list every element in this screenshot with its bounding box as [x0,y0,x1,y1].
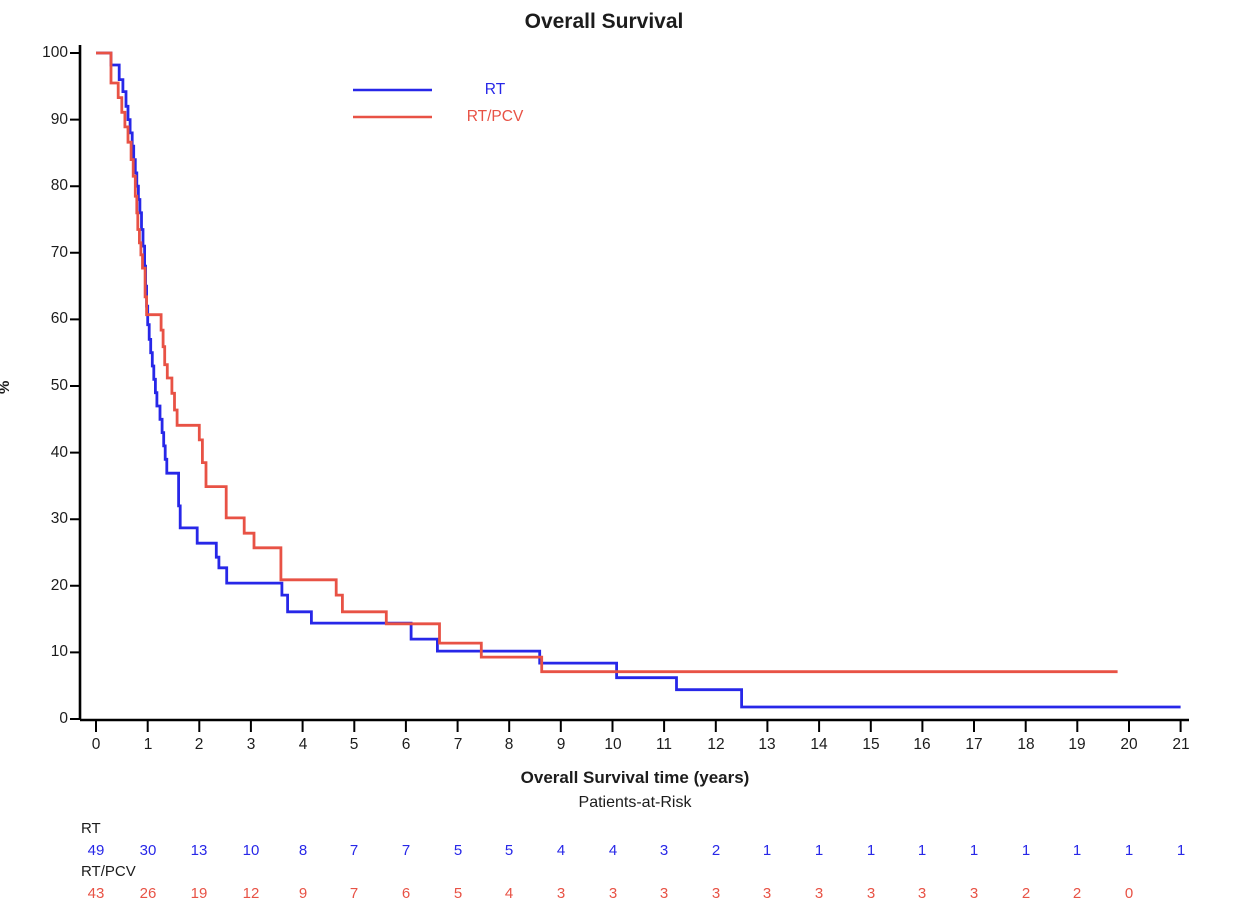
at-risk-value: 13 [190,842,208,859]
y-axis-label: % [0,372,18,394]
y-tick-label: 80 [50,177,68,194]
x-tick-label: 9 [556,736,566,753]
y-tick-label: 100 [42,44,68,61]
at-risk-value: 2 [711,842,721,859]
at-risk-value: 1 [969,842,979,859]
at-risk-value: 3 [556,885,566,902]
x-tick-label: 5 [349,736,359,753]
x-axis-label: Overall Survival time (years) [520,768,750,787]
x-tick-label: 18 [1017,736,1035,753]
y-tick-label: 70 [50,244,68,261]
x-tick-label: 8 [504,736,514,753]
x-tick-label: 6 [401,736,411,753]
at-risk-value: 6 [401,885,411,902]
patients-at-risk-heading: Patients-at-Risk [578,794,692,811]
at-risk-value: 3 [659,842,669,859]
legend-label-rt-pcv: RT/PCV [466,108,524,125]
tick-marks [70,52,1182,732]
y-tick-label: 40 [50,444,68,461]
at-risk-row-label-rt-pcv: RT/PCV [81,863,136,880]
at-risk-value: 1 [814,842,824,859]
y-tick-label: 0 [59,710,68,727]
at-risk-value: 43 [87,885,105,902]
at-risk-value: 3 [762,885,772,902]
at-risk-value: 19 [190,885,208,902]
chart-title: Overall Survival [524,10,684,33]
at-risk-value: 1 [762,842,772,859]
at-risk-value: 3 [711,885,721,902]
at-risk-value: 3 [969,885,979,902]
at-risk-value: 30 [139,842,157,859]
at-risk-value: 1 [917,842,927,859]
at-risk-value: 4 [504,885,514,902]
at-risk-value: 1 [1021,842,1031,859]
at-risk-value: 4 [608,842,618,859]
at-risk-value: 2 [1021,885,1031,902]
at-risk-value: 0 [1124,885,1134,902]
y-tick-label: 30 [50,510,68,527]
km-curve-rt-pcv [96,51,1118,674]
x-tick-label: 4 [298,736,308,753]
x-tick-label: 12 [707,736,725,753]
at-risk-value: 3 [866,885,876,902]
at-risk-value: 8 [298,842,308,859]
x-tick-label: 3 [246,736,256,753]
x-tick-label: 10 [604,736,622,753]
at-risk-value: 5 [504,842,514,859]
x-tick-label: 19 [1068,736,1086,753]
x-tick-label: 13 [758,736,776,753]
at-risk-value: 3 [659,885,669,902]
at-risk-value: 7 [401,842,411,859]
y-tick-label: 10 [50,643,68,660]
at-risk-value: 9 [298,885,308,902]
at-risk-value: 2 [1072,885,1082,902]
at-risk-value: 1 [1124,842,1134,859]
at-risk-value: 3 [814,885,824,902]
at-risk-value: 26 [139,885,157,902]
x-tick-label: 20 [1120,736,1138,753]
at-risk-value: 3 [917,885,927,902]
legend-label-rt: RT [484,81,506,98]
at-risk-value: 1 [1072,842,1082,859]
x-tick-label: 7 [453,736,463,753]
at-risk-value: 49 [87,842,105,859]
y-tick-label: 60 [50,310,68,327]
x-tick-label: 17 [965,736,983,753]
at-risk-value: 5 [453,842,463,859]
at-risk-value: 1 [1176,842,1186,859]
at-risk-value: 12 [242,885,260,902]
at-risk-value: 7 [349,885,359,902]
y-tick-label: 90 [50,111,68,128]
km-curve-rt [96,51,1181,709]
x-tick-label: 16 [913,736,931,753]
x-tick-label: 15 [862,736,880,753]
at-risk-value: 10 [242,842,260,859]
x-tick-label: 1 [143,736,153,753]
y-tick-label: 20 [50,577,68,594]
x-tick-label: 21 [1172,736,1190,753]
at-risk-value: 5 [453,885,463,902]
at-risk-row-label-rt: RT [81,820,101,837]
at-risk-value: 3 [608,885,618,902]
x-tick-label: 14 [810,736,828,753]
x-tick-label: 11 [655,736,673,753]
axis-lines [78,45,1189,722]
y-tick-label: 50 [50,377,68,394]
at-risk-value: 7 [349,842,359,859]
x-tick-label: 0 [91,736,101,753]
at-risk-value: 1 [866,842,876,859]
x-tick-label: 2 [194,736,204,753]
at-risk-value: 4 [556,842,566,859]
